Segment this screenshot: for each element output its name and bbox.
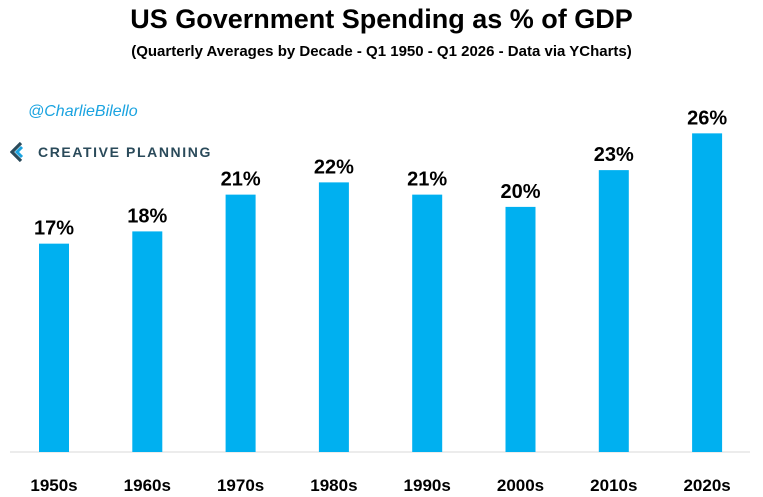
creative-planning-logo-icon [10,142,24,162]
bar-1960s [132,231,163,452]
data-label-2010s: 23% [594,144,634,166]
x-tick-label-2020s: 2020s [683,476,730,495]
data-label-1950s: 17% [34,218,74,240]
chart-title: US Government Spending as % of GDP [130,4,633,34]
logo-text: CREATIVE PLANNING [38,144,212,160]
data-label-2020s: 26% [687,107,727,129]
x-tick-label-1980s: 1980s [310,476,357,495]
bar-1970s [225,194,256,452]
x-tick-label-1970s: 1970s [217,476,264,495]
bar-1990s [412,194,443,452]
author-handle: @CharlieBilello [28,103,138,120]
data-label-1990s: 21% [407,169,447,191]
creative-planning-logo: CREATIVE PLANNING [10,142,212,162]
bar-2010s [598,170,629,452]
data-label-1970s: 21% [221,169,261,191]
x-tick-label-2010s: 2010s [590,476,637,495]
data-label-1960s: 18% [127,205,167,227]
x-tick-label-2000s: 2000s [497,476,544,495]
bar-2000s [505,206,536,452]
x-tick-label-1960s: 1960s [124,476,171,495]
bar-1950s [39,243,69,452]
x-tick-label-1990s: 1990s [404,476,451,495]
bar-1980s [318,182,349,452]
data-label-1980s: 22% [314,156,354,178]
chart-subtitle: (Quarterly Averages by Decade - Q1 1950 … [131,43,632,60]
bar-2020s [692,133,723,452]
x-tick-label-1950s: 1950s [30,476,77,495]
data-label-2000s: 20% [500,181,540,203]
